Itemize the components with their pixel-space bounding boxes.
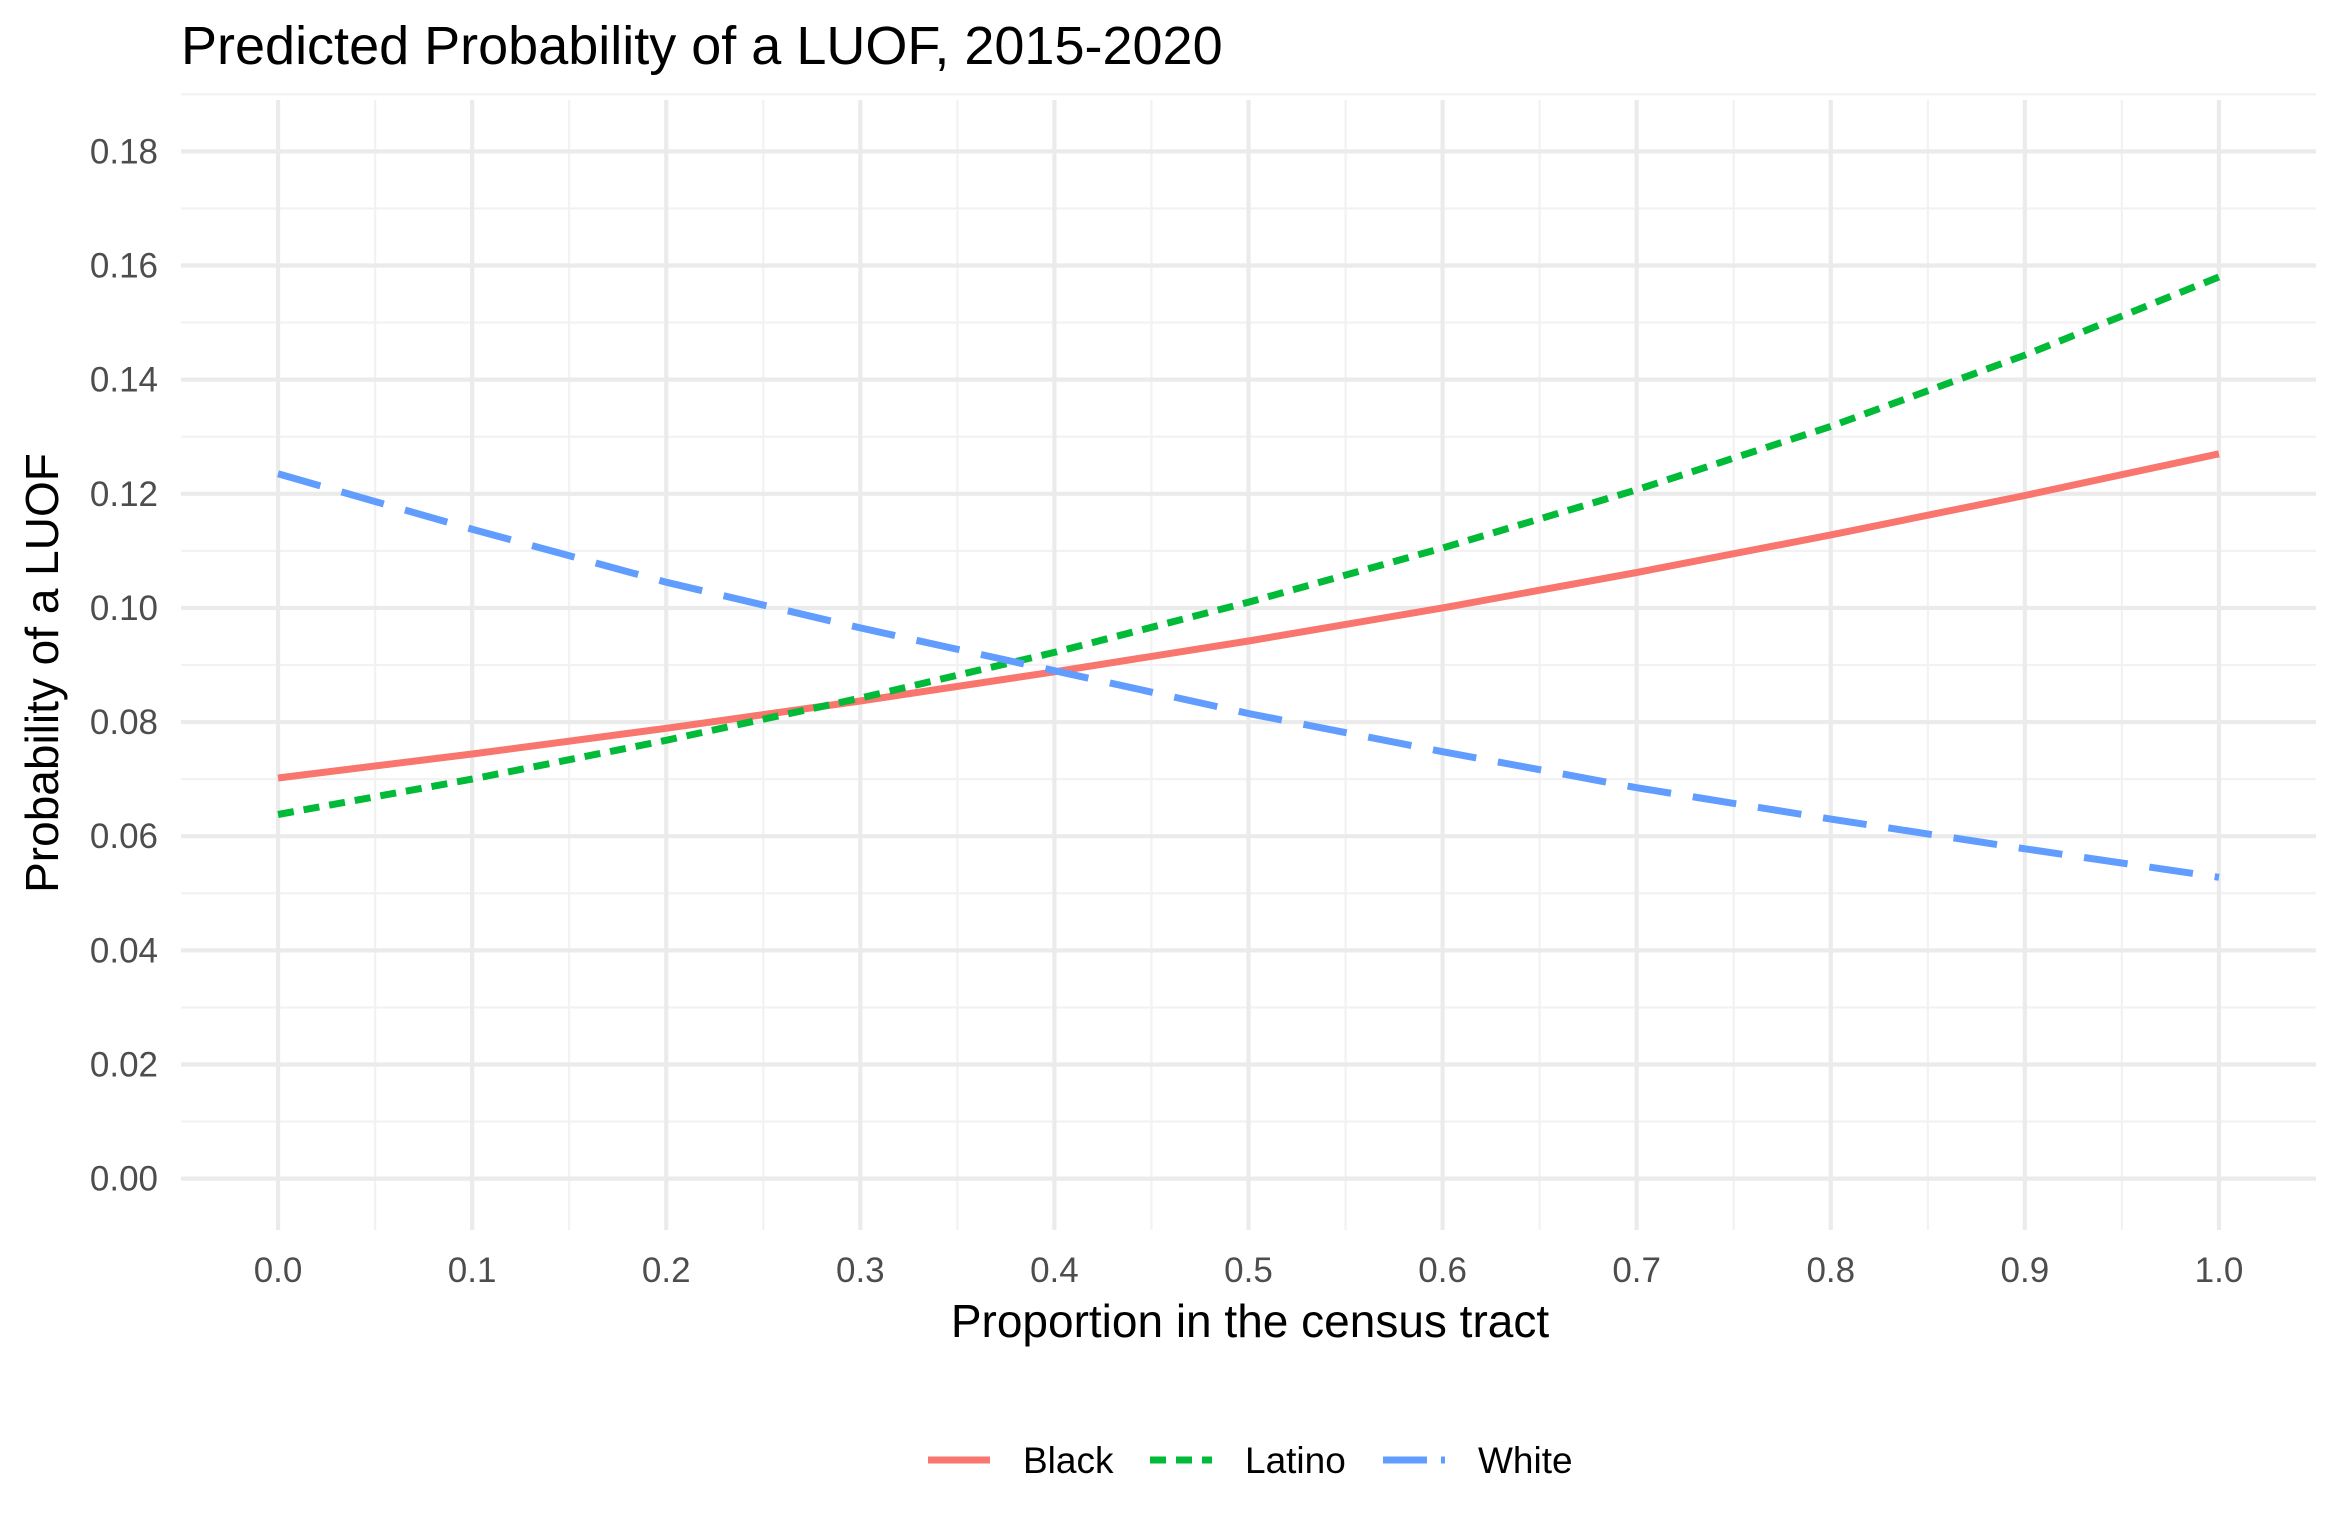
- series-lines: [277, 273, 2221, 881]
- series-line-black: [277, 450, 2220, 782]
- x-tick-label: 0.6: [1418, 1251, 1467, 1290]
- y-tick-label: 0.04: [90, 931, 158, 970]
- legend-label-black: Black: [1023, 1440, 1114, 1481]
- x-axis-title: Proportion in the census tract: [951, 1295, 1550, 1347]
- series-line-white: [277, 470, 2220, 881]
- y-tick-label: 0.02: [90, 1045, 158, 1084]
- x-tick-label: 0.8: [1806, 1251, 1855, 1290]
- legend-label-white: White: [1478, 1440, 1573, 1481]
- y-tick-label: 0.10: [90, 589, 158, 628]
- x-axis-ticks: 0.0 0.1 0.2 0.3 0.4 0.5 0.6 0.7 0.8 0.9 1.0: [254, 1251, 2244, 1290]
- x-tick-label: 0.0: [254, 1251, 303, 1290]
- y-tick-label: 0.00: [90, 1160, 158, 1199]
- y-tick-label: 0.16: [90, 247, 158, 286]
- x-tick-label: 0.1: [448, 1251, 497, 1290]
- y-tick-label: 0.08: [90, 703, 158, 742]
- y-axis-ticks: 0.00 0.02 0.04 0.06 0.08 0.10 0.12 0.14 0.16 0.18: [90, 132, 158, 1198]
- x-tick-label: 0.2: [642, 1251, 691, 1290]
- y-tick-label: 0.14: [90, 361, 158, 400]
- series-line-latino: [277, 273, 2221, 818]
- x-tick-label: 0.9: [2001, 1251, 2050, 1290]
- x-tick-label: 0.4: [1030, 1251, 1079, 1290]
- x-tick-label: 0.3: [836, 1251, 885, 1290]
- y-axis-title: Probability of a LUOF: [16, 453, 68, 893]
- x-tick-label: 1.0: [2195, 1251, 2244, 1290]
- y-tick-label: 0.12: [90, 475, 158, 514]
- x-tick-label: 0.5: [1224, 1251, 1273, 1290]
- grid: [181, 93, 2316, 1230]
- legend: Black Latino White: [928, 1440, 1573, 1481]
- y-tick-label: 0.18: [90, 132, 158, 171]
- legend-label-latino: Latino: [1245, 1440, 1346, 1481]
- y-tick-label: 0.06: [90, 817, 158, 856]
- chart-title: Predicted Probability of a LUOF, 2015-20…: [181, 16, 1223, 76]
- x-tick-label: 0.7: [1612, 1251, 1661, 1290]
